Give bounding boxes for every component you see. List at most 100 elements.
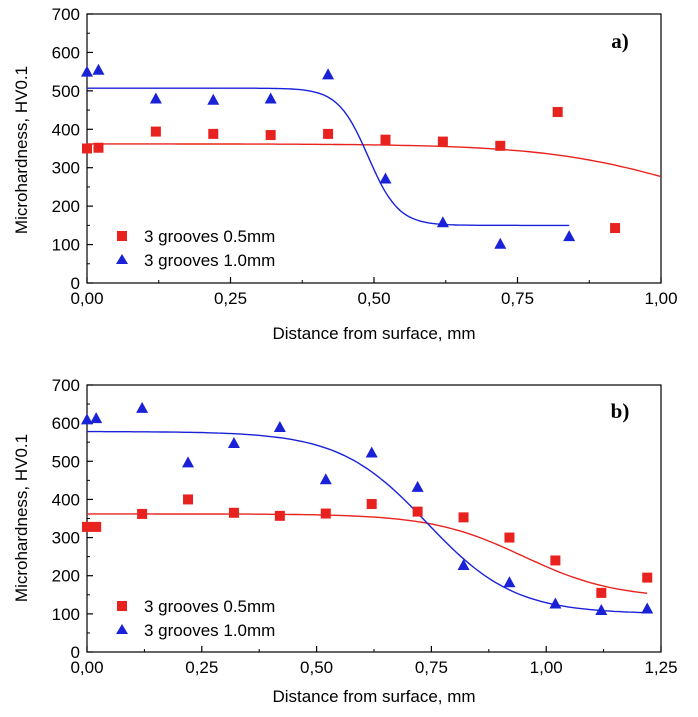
legend-entry: 3 grooves 1.0mm — [116, 621, 275, 640]
legend-label: 3 grooves 0.5mm — [144, 597, 275, 616]
data-point-triangle — [92, 63, 105, 75]
y-tick-label: 600 — [52, 414, 80, 433]
data-point-triangle — [273, 420, 286, 432]
data-point-triangle — [81, 413, 93, 425]
data-point-square — [323, 128, 334, 139]
data-point-triangle — [503, 576, 516, 588]
y-tick-label: 300 — [52, 529, 80, 548]
fit-curve-blue — [87, 87, 570, 227]
data-point-square — [458, 512, 469, 523]
data-point-square — [82, 521, 92, 532]
data-point-square — [366, 499, 377, 510]
data-point-square — [552, 106, 563, 117]
x-tick-label: 1,25 — [644, 658, 677, 677]
panel-label: b) — [611, 399, 630, 423]
data-point-triangle — [595, 604, 608, 616]
data-point-square — [150, 126, 161, 137]
data-point-square — [82, 143, 92, 154]
data-point-triangle — [411, 480, 424, 492]
chart-panel-a: Microhardness, HV0.1 Distance from surfa… — [12, 5, 678, 343]
x-axis-title: Distance from surface, mm — [272, 687, 475, 706]
fit-curve-red — [87, 143, 662, 178]
legend-label: 3 grooves 0.5mm — [144, 227, 275, 246]
x-tick-label: 0,25 — [214, 289, 247, 308]
fit-curve-blue — [87, 430, 648, 614]
data-point-triangle — [494, 237, 507, 249]
x-tick-label: 0,25 — [185, 658, 218, 677]
data-point-square — [495, 140, 506, 151]
data-point-triangle — [149, 92, 162, 104]
data-point-triangle — [81, 65, 93, 77]
y-tick-label: 100 — [52, 605, 80, 624]
chart-panel-b: Microhardness, HV0.1 Distance from surfa… — [12, 376, 678, 706]
legend-marker-triangle — [116, 624, 128, 634]
data-point-triangle — [207, 93, 220, 105]
legend-entry: 3 grooves 0.5mm — [117, 597, 275, 616]
data-point-triangle — [322, 68, 335, 80]
legend-entry: 3 grooves 0.5mm — [117, 227, 275, 246]
legend-marker-triangle — [116, 254, 128, 264]
legend-marker-square — [117, 231, 127, 241]
data-point-triangle — [436, 216, 449, 228]
legend-label: 3 grooves 1.0mm — [144, 621, 275, 640]
y-tick-label: 300 — [52, 159, 80, 178]
y-tick-label: 400 — [52, 490, 80, 509]
data-point-square — [642, 572, 653, 583]
data-point-triangle — [641, 602, 654, 614]
data-point-square — [91, 521, 102, 532]
data-point-square — [93, 142, 104, 153]
x-tick-label: 0,75 — [415, 658, 448, 677]
data-point-triangle — [90, 412, 103, 424]
data-point-square — [412, 506, 423, 517]
legend-entry: 3 grooves 1.0mm — [116, 251, 275, 270]
data-point-square — [265, 130, 276, 141]
data-point-square — [596, 587, 607, 598]
data-point-square — [610, 223, 621, 234]
y-tick-label: 0 — [71, 643, 80, 662]
legend: 3 grooves 0.5mm 3 grooves 1.0mm — [116, 597, 275, 640]
y-tick-label: 100 — [52, 236, 80, 255]
y-tick-label: 500 — [52, 82, 80, 101]
data-point-square — [183, 494, 194, 505]
data-point-square — [320, 508, 331, 519]
x-tick-label: 1,00 — [644, 289, 677, 308]
legend: 3 grooves 0.5mm 3 grooves 1.0mm — [116, 227, 275, 270]
y-tick-label: 200 — [52, 567, 80, 586]
x-tick-label: 0,50 — [357, 289, 390, 308]
data-point-square — [208, 128, 219, 139]
y-tick-label: 500 — [52, 452, 80, 471]
fit-curve-red — [87, 513, 648, 594]
data-point-square — [380, 134, 391, 145]
data-point-square — [274, 510, 285, 521]
x-tick-label: 1,00 — [530, 658, 563, 677]
data-point-triangle — [379, 172, 392, 184]
x-tick-label: 0,00 — [70, 289, 103, 308]
data-point-triangle — [182, 456, 195, 468]
x-tick-label: 0,75 — [501, 289, 534, 308]
y-axis-title: Microhardness, HV0.1 — [12, 434, 31, 602]
data-point-triangle — [365, 446, 378, 458]
data-point-square — [504, 532, 515, 543]
data-point-triangle — [227, 436, 240, 448]
y-tick-label: 700 — [52, 5, 80, 24]
data-point-square — [228, 507, 239, 518]
y-tick-label: 400 — [52, 120, 80, 139]
x-axis-title: Distance from surface, mm — [272, 324, 475, 343]
y-tick-label: 0 — [71, 274, 80, 293]
y-tick-label: 200 — [52, 197, 80, 216]
data-point-square — [550, 555, 561, 566]
y-tick-label: 600 — [52, 43, 80, 62]
panel-label: a) — [611, 29, 629, 53]
data-point-triangle — [319, 473, 332, 485]
data-point-square — [137, 508, 148, 519]
x-tick-label: 0,00 — [70, 658, 103, 677]
legend-marker-square — [117, 601, 127, 611]
data-point-triangle — [563, 230, 576, 242]
x-tick-label: 0,50 — [300, 658, 333, 677]
legend-label: 3 grooves 1.0mm — [144, 251, 275, 270]
data-point-triangle — [549, 597, 562, 609]
data-point-triangle — [264, 92, 277, 104]
data-point-triangle — [457, 559, 470, 571]
y-axis-title: Microhardness, HV0.1 — [12, 66, 31, 234]
